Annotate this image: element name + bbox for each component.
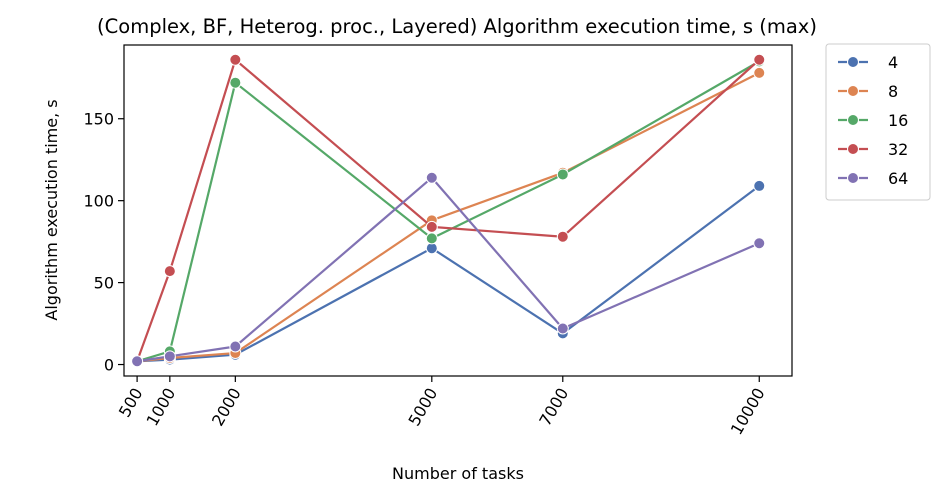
legend-item-8: 8 (838, 82, 898, 101)
x-tick-label: 500 (115, 385, 147, 421)
legend-marker (847, 143, 859, 155)
x-tick-label: 1000 (142, 385, 179, 430)
series-64-point (163, 350, 176, 363)
legend-item-32: 32 (838, 140, 908, 159)
chart-title: (Complex, BF, Heterog. proc., Layered) A… (97, 15, 817, 38)
legend-frame (825, 43, 931, 201)
legend-label: 8 (888, 82, 898, 101)
plot-frame (123, 44, 793, 377)
legend-marker (847, 85, 859, 97)
x-tick-label: 5000 (404, 385, 441, 430)
series-16 (131, 55, 766, 368)
legend-label: 32 (888, 140, 908, 159)
series-32-point (556, 230, 569, 243)
y-tick-label: 150 (83, 110, 114, 129)
series-32-point (753, 53, 766, 66)
series-64-point (753, 237, 766, 250)
series-64-point (229, 340, 242, 353)
y-axis-label: Algorithm execution time, s (42, 99, 61, 320)
series-32-point (163, 265, 176, 278)
series-16-line (136, 60, 760, 363)
legend-item-4: 4 (838, 53, 898, 72)
series-4-line (137, 185, 760, 363)
legend-marker (847, 114, 859, 126)
legend-item-16: 16 (838, 111, 908, 130)
y-tick-label: 50 (94, 274, 114, 293)
series-16-point (425, 232, 438, 245)
x-tick-label: 2000 (208, 385, 245, 430)
legend-label: 16 (888, 111, 908, 130)
series-8-point (753, 66, 766, 79)
y-tick-label: 100 (83, 192, 114, 211)
series-4 (131, 179, 766, 368)
series-16-point (229, 76, 242, 89)
y-tick-label: 0 (104, 356, 114, 375)
series-64-point (425, 171, 438, 184)
x-tick-label: 10000 (727, 385, 769, 439)
series-32-point (425, 220, 438, 233)
x-axis-label: Number of tasks (392, 464, 524, 483)
series-4-point (753, 179, 766, 192)
series-32-point (229, 53, 242, 66)
series-32-line (136, 58, 760, 362)
series-64-point (556, 322, 569, 335)
legend-marker (847, 56, 859, 68)
y-axis: 0 50 100 150 (83, 110, 124, 375)
legend-item-64: 64 (838, 169, 908, 188)
legend-marker (847, 172, 859, 184)
x-tick-label: 7000 (535, 385, 572, 430)
legend: 4 8 16 32 64 (825, 43, 931, 201)
series-layer (131, 53, 766, 368)
series-64-point (131, 355, 144, 368)
series-16-point (556, 168, 569, 181)
series-64 (131, 171, 766, 368)
legend-label: 64 (888, 169, 908, 188)
series-32 (131, 53, 766, 368)
legend-label: 4 (888, 53, 898, 72)
series-64-line (136, 176, 760, 363)
